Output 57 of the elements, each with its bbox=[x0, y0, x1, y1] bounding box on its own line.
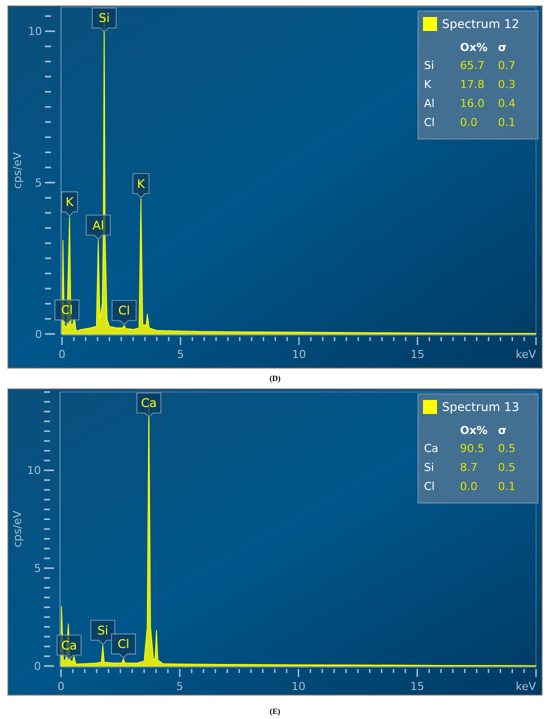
x-tick-label: 0 bbox=[58, 348, 66, 361]
x-axis-title: keV bbox=[516, 348, 536, 361]
annotation: Cl bbox=[424, 116, 435, 129]
y-tick-label: 5 bbox=[35, 176, 42, 190]
annotation: 0.0 bbox=[460, 116, 478, 129]
annotation: 17.8 bbox=[460, 78, 484, 91]
annotation: Ox% bbox=[460, 41, 488, 54]
annotation: Cl bbox=[118, 637, 130, 652]
x-tick-label: 10 bbox=[292, 348, 306, 361]
annotation: 8.7 bbox=[460, 461, 478, 474]
annotation: Si bbox=[424, 461, 434, 474]
annotation: Ox% bbox=[460, 424, 488, 437]
y-tick-label: 0 bbox=[35, 328, 42, 341]
y-axis-title: cps/eV bbox=[11, 510, 24, 548]
x-tick-label: 10 bbox=[292, 680, 306, 693]
annotation: 0.4 bbox=[498, 97, 516, 110]
y-tick-label: 10 bbox=[27, 464, 41, 478]
y-tick-label: 5 bbox=[34, 562, 41, 575]
annotation: σ bbox=[498, 41, 507, 54]
annotation: 65.7 bbox=[460, 59, 484, 72]
text: (E) bbox=[270, 707, 281, 716]
annotation: σ bbox=[498, 424, 507, 437]
annotation: 0.0 bbox=[460, 480, 478, 493]
x-tick-label: 0 bbox=[58, 680, 64, 693]
annotation: Si bbox=[97, 623, 108, 638]
annotation: Ca bbox=[424, 442, 438, 455]
y-axis-title: cps/eV bbox=[11, 152, 24, 189]
annotation: 0.7 bbox=[498, 59, 516, 72]
x-tick-label: 15 bbox=[410, 348, 424, 361]
x-tick-label: 5 bbox=[176, 680, 184, 693]
legend-label: Spectrum 12 bbox=[442, 17, 520, 32]
annotation: 0.3 bbox=[498, 78, 516, 91]
annotation: Cl bbox=[424, 480, 435, 493]
annotation: Al bbox=[92, 218, 104, 232]
annotation: 90.5 bbox=[460, 442, 484, 455]
annotation: Ca bbox=[61, 638, 77, 652]
annotation: 0.1 bbox=[498, 116, 516, 129]
y-tick-label: 0 bbox=[34, 660, 41, 673]
annotation: 0.5 bbox=[498, 461, 516, 474]
annotation: Cl bbox=[118, 304, 130, 318]
legend-label: Spectrum 13 bbox=[442, 400, 520, 414]
annotation: K bbox=[424, 78, 432, 91]
annotation: Si bbox=[424, 59, 434, 72]
y-tick-label: 10 bbox=[28, 25, 42, 38]
annotation: 0.1 bbox=[498, 480, 516, 493]
annotation: 0.5 bbox=[498, 442, 516, 455]
annotation: Ca bbox=[141, 396, 157, 410]
annotation: Al bbox=[424, 97, 435, 110]
x-tick-label: 5 bbox=[177, 348, 184, 361]
text: (D) bbox=[269, 374, 281, 383]
annotation: Si bbox=[98, 11, 110, 26]
annotation: Cl bbox=[61, 303, 73, 318]
annotation: K bbox=[136, 176, 146, 191]
annotation: 16.0 bbox=[460, 97, 484, 110]
x-axis-title: keV bbox=[516, 680, 536, 693]
annotation: K bbox=[66, 195, 75, 210]
x-tick-label: 15 bbox=[410, 680, 424, 693]
